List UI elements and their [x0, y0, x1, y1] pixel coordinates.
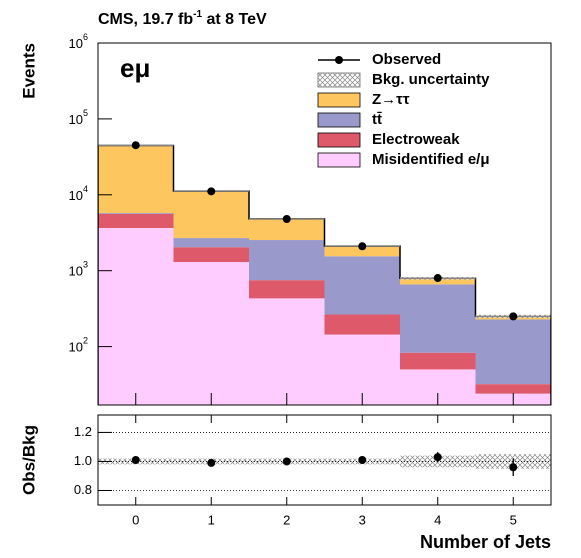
chart-title: CMS, 19.7 fb-1 at 8 TeV: [98, 9, 267, 29]
legend-label: Electroweak: [372, 131, 460, 148]
y-tick-exp: 6: [83, 32, 88, 42]
legend-label: tt̄: [372, 111, 382, 128]
title-part: CMS, 19.7 fb: [98, 11, 193, 28]
y-tick-base: 10: [69, 36, 83, 51]
bar-segment: [475, 384, 551, 394]
bar-segment: [249, 280, 325, 299]
bar-segment: [475, 319, 551, 385]
stack-outline: [98, 144, 551, 405]
bar-segment: [98, 213, 174, 214]
legend-swatch: [317, 72, 361, 88]
channel-label: eμ: [120, 53, 150, 83]
bar-segment: [249, 298, 325, 405]
bar-segment: [324, 246, 400, 257]
bar-segment: [324, 314, 400, 335]
ratio-frame: [97, 414, 552, 506]
y-tick-base: 10: [69, 340, 83, 355]
y-tick-label: 104: [69, 184, 88, 203]
bar-segment: [400, 352, 476, 370]
x-axis-label: Number of Jets: [420, 532, 551, 552]
observed-point: [131, 141, 140, 150]
y-tick-exp: 5: [83, 108, 88, 118]
ratio-point: [131, 456, 140, 464]
legend-swatch: [317, 92, 361, 108]
legend-label: Misidentified e/μ: [372, 151, 490, 168]
bar-segment: [400, 284, 476, 353]
x-tick-label: 2: [283, 512, 290, 527]
x-tick-label: 0: [132, 512, 139, 527]
legend-swatch: [317, 112, 361, 128]
observed-point: [433, 274, 442, 283]
ratio-point: [282, 457, 291, 466]
bar-segment: [173, 191, 249, 239]
legend-swatch: [317, 152, 361, 168]
observed-point: [282, 214, 291, 223]
bar-segment: [173, 262, 249, 405]
y-axis-label: Events: [19, 43, 38, 99]
main-frame: [97, 42, 552, 406]
y-tick-label: 1.2: [74, 424, 92, 439]
bar-segment: [98, 213, 174, 229]
observed-point: [358, 242, 367, 251]
legend-label: Z→ττ: [372, 91, 410, 108]
y-axis-label: Obs/Bkg: [19, 425, 38, 495]
y-tick-base: 10: [69, 112, 83, 127]
y-tick-label: 1.0: [74, 453, 92, 468]
legend-marker: [335, 56, 343, 64]
legend-label: Observed: [372, 51, 441, 68]
bar-segment: [98, 145, 174, 214]
y-tick-label: 105: [69, 108, 88, 127]
bar-segment: [324, 256, 400, 315]
title-part: -1: [193, 9, 202, 20]
observed-point: [509, 312, 518, 321]
ratio-point: [358, 456, 367, 464]
y-tick-label: 106: [69, 32, 88, 51]
legend-swatch: [317, 132, 361, 148]
bar-segment: [173, 238, 249, 248]
observed-point: [207, 187, 216, 196]
x-tick-label: 5: [510, 512, 517, 527]
y-tick-exp: 3: [83, 260, 88, 270]
bar-segment: [249, 218, 325, 241]
bar-segment: [98, 228, 174, 405]
x-tick-label: 4: [434, 512, 441, 527]
y-tick-exp: 4: [83, 184, 88, 194]
legend-label: Bkg. uncertainty: [372, 71, 490, 88]
y-tick-base: 10: [69, 188, 83, 203]
x-tick-label: 1: [208, 512, 215, 527]
y-tick-label: 102: [69, 336, 88, 355]
bar-segment: [249, 240, 325, 281]
ratio-point: [509, 463, 518, 472]
title-part: at 8 TeV: [202, 11, 267, 28]
bar-segment: [173, 247, 249, 263]
y-tick-label: 0.8: [74, 482, 92, 497]
x-tick-label: 3: [359, 512, 366, 527]
ratio-point: [433, 453, 442, 462]
y-tick-base: 10: [69, 264, 83, 279]
y-tick-exp: 2: [83, 336, 88, 346]
y-tick-label: 103: [69, 260, 88, 279]
ratio-point: [207, 458, 216, 467]
